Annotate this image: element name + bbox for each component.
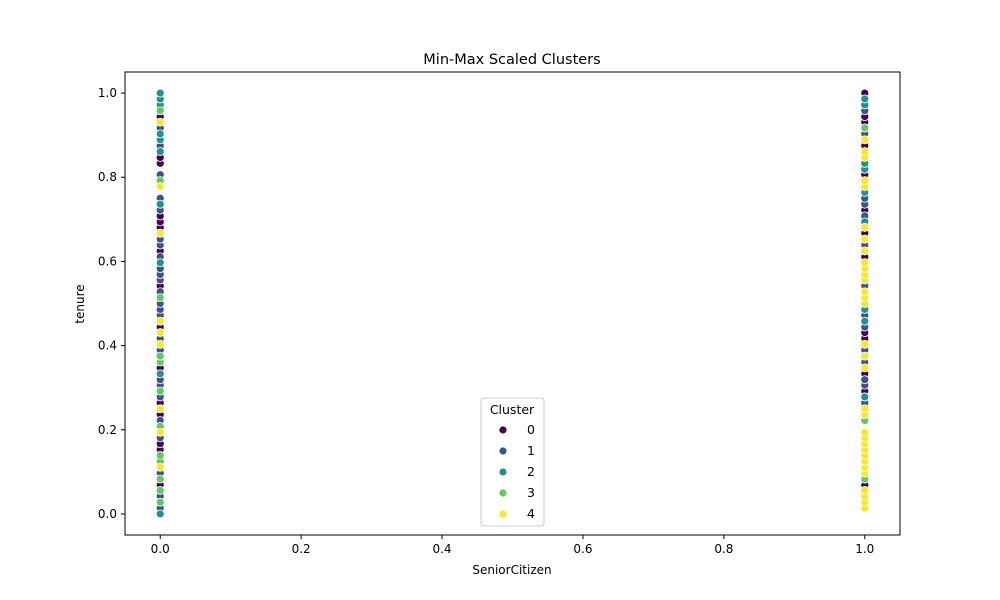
data-point-cluster-3 (155, 485, 165, 495)
data-point-cluster-4 (155, 328, 165, 337)
legend-label: 0 (527, 422, 535, 437)
legend-label: 2 (527, 464, 535, 479)
points-layer (155, 88, 870, 519)
data-point-cluster-4 (155, 228, 165, 238)
legend-label: 1 (527, 443, 535, 458)
data-point-cluster-4 (860, 135, 870, 145)
y-axis-label: tenure (73, 284, 87, 323)
y-tick-label: 0.4 (98, 339, 117, 353)
data-point-cluster-2 (860, 392, 870, 402)
x-tick-label: 0.0 (151, 542, 170, 556)
legend-label: 3 (527, 485, 535, 500)
y-tick-label: 0.2 (98, 423, 117, 437)
x-tick-label: 0.8 (714, 542, 733, 556)
data-point-cluster-3 (155, 474, 165, 484)
data-point-cluster-4 (155, 117, 165, 127)
data-point-cluster-4 (155, 427, 165, 437)
data-point-cluster-4 (860, 485, 870, 495)
data-point-cluster-2 (860, 316, 870, 326)
x-axis: 0.0 0.2 0.4 0.6 0.8 1.0 (151, 535, 874, 556)
data-point-cluster-3 (155, 106, 165, 116)
data-point-cluster-4 (860, 404, 870, 414)
legend-box (480, 397, 545, 527)
y-tick-label: 0.0 (98, 507, 117, 521)
data-point-cluster-3 (155, 351, 165, 361)
data-point-cluster-4 (860, 246, 870, 256)
data-point-cluster-3 (155, 386, 165, 396)
chart-title: Min-Max Scaled Clusters (423, 52, 600, 68)
x-tick-label: 0.4 (432, 542, 451, 556)
data-point-cluster-2 (860, 94, 870, 104)
y-tick-label: 0.8 (98, 170, 117, 184)
y-tick-label: 0.6 (98, 254, 117, 268)
legend-entries: 0 1 2 3 4 (498, 422, 535, 521)
data-point-cluster-4 (155, 182, 165, 191)
data-point-cluster-4 (155, 404, 165, 414)
legend: Cluster 0 1 2 3 4 (480, 397, 545, 527)
legend-marker (498, 488, 508, 498)
data-point-cluster-4 (860, 234, 870, 244)
data-point-cluster-2 (155, 369, 165, 379)
data-point-cluster-4 (860, 339, 870, 349)
data-point-cluster-4 (860, 363, 870, 373)
data-point-cluster-3 (860, 123, 870, 133)
data-point-cluster-2 (155, 509, 165, 519)
data-point-cluster-3 (155, 497, 165, 507)
plot-frame (124, 71, 901, 536)
x-tick-label: 0.6 (573, 542, 592, 556)
data-point-cluster-4 (860, 351, 870, 361)
data-point-cluster-3 (155, 451, 165, 460)
data-point-cluster-4 (860, 147, 870, 156)
data-point-cluster-4 (860, 222, 870, 232)
data-point-cluster-2 (155, 147, 165, 156)
data-point-cluster-4 (155, 339, 165, 349)
data-point-cluster-2 (155, 129, 165, 139)
data-point-cluster-4 (860, 287, 870, 297)
data-point-cluster-4 (860, 176, 870, 185)
y-tick-label: 1.0 (98, 86, 117, 100)
x-axis-label: SeniorCitizen (472, 563, 551, 577)
data-point-cluster-4 (155, 316, 165, 326)
legend-marker (498, 425, 508, 435)
y-axis: 0.0 0.2 0.4 0.6 0.8 1.0 (98, 86, 125, 521)
data-point-cluster-2 (155, 199, 165, 209)
data-point-cluster-3 (155, 293, 165, 303)
x-tick-label: 0.2 (292, 542, 311, 556)
legend-marker (498, 467, 508, 477)
data-point-cluster-4 (860, 258, 870, 268)
data-point-cluster-2 (155, 88, 165, 98)
data-point-cluster-1 (860, 375, 870, 385)
legend-label: 4 (527, 506, 535, 521)
legend-marker (498, 509, 508, 519)
x-tick-label: 1.0 (855, 542, 874, 556)
data-point-cluster-2 (155, 258, 165, 268)
data-point-cluster-4 (155, 462, 165, 472)
legend-marker (498, 446, 508, 456)
legend-title: Cluster (490, 402, 535, 417)
data-point-cluster-4 (860, 427, 870, 437)
